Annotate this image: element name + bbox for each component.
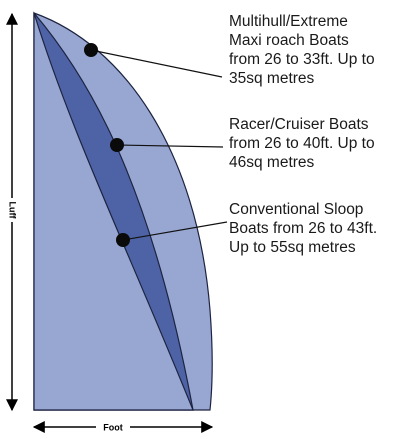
conventional-sloop-sail-shape: [33, 12, 194, 411]
racer-cruiser-marker: [110, 138, 124, 152]
foot-label: Foot: [103, 422, 123, 432]
multihull-marker: [84, 43, 98, 57]
racer-cruiser-description: Racer/Cruiser Boats from 26 to 40ft. Up …: [229, 116, 375, 171]
multihull-leader-line: [90, 49, 223, 78]
conventional-leader-line: [122, 221, 228, 241]
conventional-sloop-marker: [116, 233, 130, 247]
racer-leader-line: [116, 144, 224, 148]
conventional-sloop-description: Conventional Sloop Boats from 26 to 43ft…: [229, 201, 378, 256]
luff-label: Luff: [8, 202, 18, 220]
multihull-description: Multihull/Extreme Maxi roach Boats from …: [229, 13, 375, 87]
